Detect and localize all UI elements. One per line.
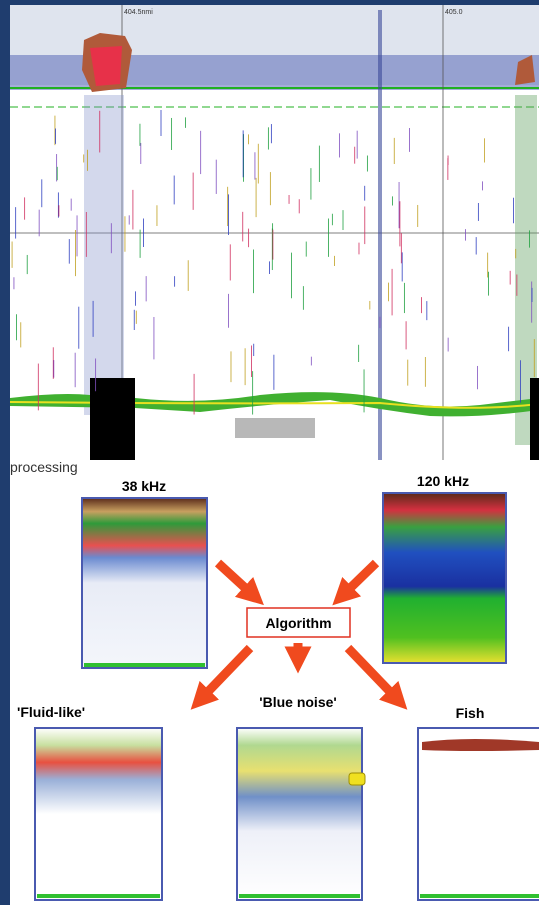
distance-label: 405.0 — [445, 9, 463, 16]
seabed-strip — [420, 894, 539, 898]
section-label: processing — [10, 459, 78, 475]
echogram: 404.5nmi 405.0 — [9, 5, 539, 460]
sub-bottom-noise — [235, 418, 315, 438]
noise-column — [84, 95, 124, 415]
noise-column — [378, 10, 382, 460]
blanked-region — [90, 378, 135, 460]
echogram-fluid-like — [34, 727, 163, 901]
school-core — [90, 46, 122, 86]
seabed-strip — [37, 894, 160, 898]
echogram-38khz — [81, 497, 208, 669]
input-label: 120 kHz — [417, 473, 469, 489]
seabed-strip — [84, 663, 205, 667]
fish-layer — [422, 739, 539, 751]
seabed-strip — [239, 894, 360, 898]
arrow — [332, 559, 380, 606]
echogram-fish — [417, 727, 539, 901]
output-label: 'Blue noise' — [259, 694, 336, 710]
arrow — [190, 644, 254, 710]
echogram-blue-noise — [236, 727, 363, 901]
arrow — [344, 644, 408, 710]
algorithm-label: Algorithm — [265, 615, 331, 631]
arrow — [214, 559, 264, 606]
blanked-region — [530, 378, 539, 460]
processing-diagram: processing 38 kHz 120 kHz Algorithm 'Flu… — [10, 459, 539, 905]
school — [515, 55, 535, 85]
distance-label: 404.5nmi — [124, 9, 153, 16]
echogram-120khz — [382, 492, 507, 664]
algorithm-box — [246, 607, 351, 638]
noise-column — [515, 95, 537, 445]
input-label: 38 kHz — [122, 478, 166, 494]
output-label: 'Fluid-like' — [17, 704, 85, 720]
noise-streaks — [11, 110, 535, 415]
comment-icon — [348, 772, 366, 786]
output-label: Fish — [456, 705, 485, 721]
